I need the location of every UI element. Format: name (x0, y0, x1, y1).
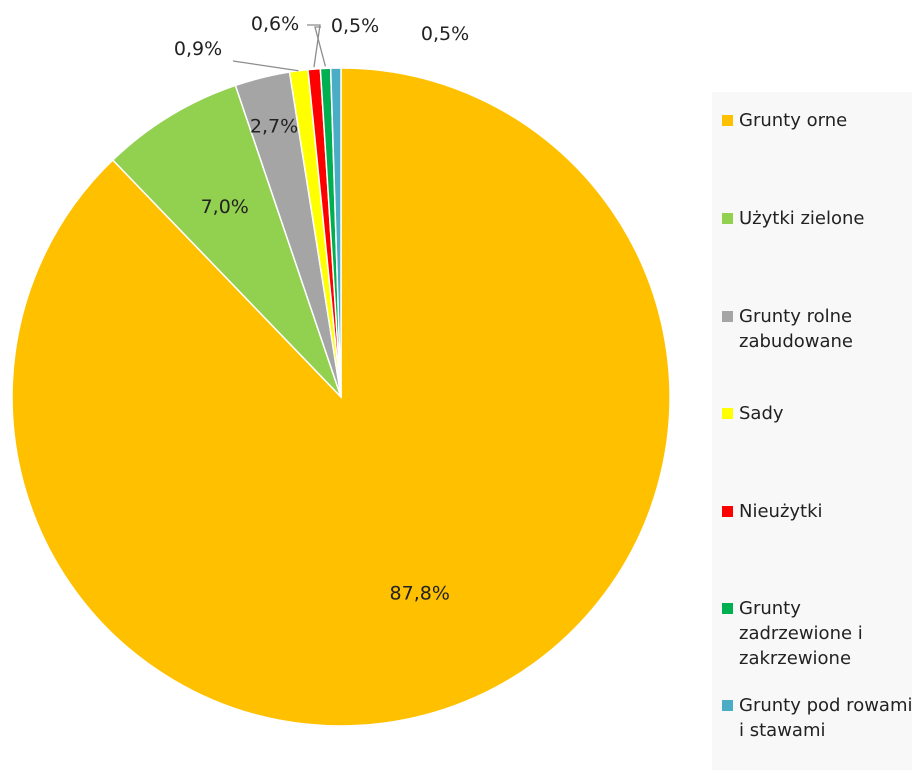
legend-label: Grunty rolne zabudowane (739, 306, 853, 352)
data-label-grunty-pod-rowami-i-stawami: 0,5% (421, 23, 469, 45)
legend-swatch (722, 408, 733, 419)
leader-lines (232, 24, 327, 72)
leader-line-nieuzytki (307, 24, 321, 68)
data-label-sady: 0,9% (174, 38, 222, 60)
legend: Grunty orne Użytki zielone Grunty rolne … (712, 92, 914, 770)
legend-item-grunty-rolne-zabudowane: Grunty rolne zabudowane (722, 304, 889, 354)
legend-item-sady: Sady (722, 401, 909, 426)
legend-label: Grunty orne (739, 110, 848, 131)
legend-item-uzytki-zielone: Użytki zielone (722, 206, 909, 231)
legend-item-nieuzytki: Nieużytki (722, 499, 909, 524)
data-label-uzytki-zielone: 7,0% (201, 196, 249, 218)
legend-swatch (722, 213, 733, 224)
data-label-grunty-orne: 87,8% (390, 582, 450, 604)
legend-swatch (722, 506, 733, 517)
data-label-nieuzytki: 0,6% (251, 13, 299, 35)
legend-label: Użytki zielone (739, 208, 865, 229)
leader-line-grunty-zadrzewione-i-zakrzewione (314, 26, 327, 67)
data-labels: 87,8% 7,0% 2,7% 0,9% 0,6% 0,5% 0,5% (174, 13, 469, 604)
legend-label: Grunty zadrzewione i zakrzewione (739, 598, 863, 669)
legend-swatch (722, 700, 733, 711)
legend-item-grunty-orne: Grunty orne (722, 108, 909, 133)
pie-slice-uzytki-zielone (111, 84, 342, 398)
data-label-grunty-rolne-zabudowane: 2,7% (250, 115, 298, 137)
leader-line-sady (232, 60, 299, 72)
data-label-grunty-zadrzewione-i-zakrzewione: 0,5% (331, 15, 379, 37)
legend-item-grunty-zadrzewione: Grunty zadrzewione i zakrzewione (722, 596, 869, 671)
pie-slices (11, 67, 671, 727)
legend-swatch (722, 115, 733, 126)
legend-swatch (722, 603, 733, 614)
legend-item-grunty-pod-rowami: Grunty pod rowami i stawami (722, 693, 914, 743)
legend-label: Sady (739, 403, 784, 424)
legend-swatch (722, 311, 733, 322)
legend-label: Grunty pod rowami i stawami (739, 695, 913, 741)
pie-slice-grunty-pod-rowami-i-stawami (329, 67, 342, 398)
legend-label: Nieużytki (739, 501, 823, 522)
